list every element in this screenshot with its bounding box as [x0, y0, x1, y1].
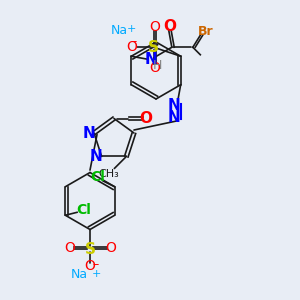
Text: N: N	[90, 149, 103, 164]
Text: O: O	[164, 19, 176, 34]
Text: O: O	[64, 241, 75, 255]
Text: N: N	[82, 125, 95, 140]
Text: +: +	[127, 24, 136, 34]
Text: O: O	[105, 241, 116, 255]
Text: CH₃: CH₃	[98, 169, 119, 179]
Text: O: O	[149, 61, 160, 75]
Text: N: N	[168, 98, 181, 113]
Text: Na: Na	[71, 268, 88, 281]
Text: –: –	[92, 258, 98, 271]
Text: –: –	[130, 35, 136, 48]
Text: O: O	[127, 40, 137, 54]
Text: O: O	[149, 20, 160, 34]
Text: N: N	[144, 52, 157, 67]
Text: O: O	[140, 111, 153, 126]
Text: Na: Na	[111, 24, 128, 37]
Text: +: +	[91, 268, 101, 279]
Text: S: S	[85, 242, 95, 256]
Text: Cl: Cl	[90, 169, 105, 184]
Text: Cl: Cl	[76, 203, 91, 217]
Text: N: N	[168, 110, 181, 125]
Text: O: O	[85, 259, 95, 273]
Text: Br: Br	[198, 25, 213, 38]
Text: S: S	[148, 40, 159, 55]
Text: H: H	[153, 59, 162, 72]
